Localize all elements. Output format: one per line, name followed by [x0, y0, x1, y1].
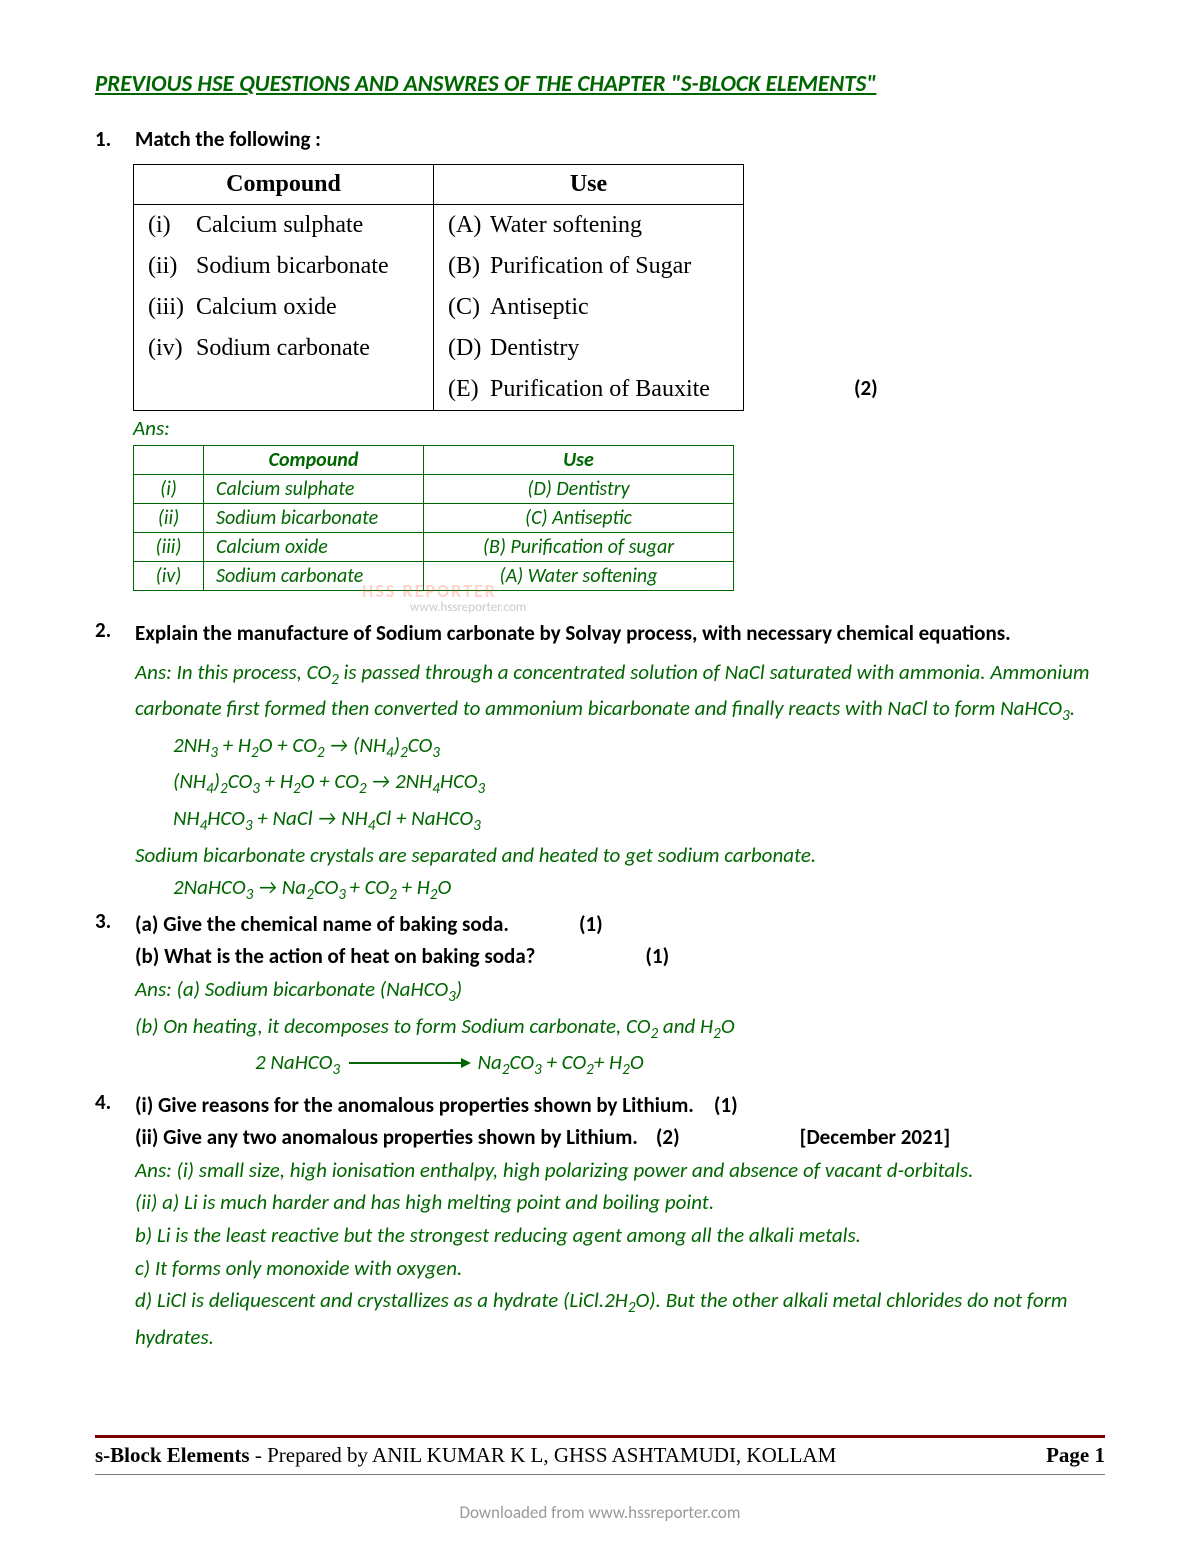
arrow-icon: [349, 1062, 469, 1064]
q1-r3-comp: Calcium oxide: [196, 294, 337, 320]
footer-left-bold: s-Block Elements: [95, 1443, 250, 1467]
q3-ans-a: Ans: (a) Sodium bicarbonate (NaHCO3): [135, 973, 1105, 1010]
q1-r4-letter: (D): [448, 335, 490, 362]
q4-i-marks: (1): [714, 1092, 738, 1118]
page-title: PREVIOUS HSE QUESTIONS AND ANSWRES OF TH…: [95, 70, 1105, 98]
q1-r3-rn: (iii): [148, 294, 196, 321]
q1-r2-rn: (ii): [148, 253, 196, 280]
q4-ii: (ii) Give any two anomalous properties s…: [135, 1124, 638, 1150]
table-row: (ii)Sodium bicarbonate (B)Purification of…: [134, 246, 744, 287]
q2-text: Explain the manufacture of Sodium carbon…: [135, 617, 1105, 650]
question-2: 2. Explain the manufacture of Sodium car…: [95, 617, 1105, 650]
q4-ans-iic: c) It forms only monoxide with oxygen.: [135, 1252, 1105, 1285]
q4-number: 4.: [95, 1089, 135, 1353]
q1a-r4-rn: (iv): [134, 562, 204, 591]
q2-number: 2.: [95, 617, 135, 650]
q1-ans-label: Ans:: [133, 415, 1105, 441]
q3-number: 3.: [95, 908, 135, 1083]
q3-ans-b: (b) On heating, it decomposes to form So…: [135, 1010, 1105, 1047]
q1a-r3-comp: Calcium oxide: [204, 533, 424, 562]
footer: s-Block Elements - Prepared by ANIL KUMA…: [95, 1443, 1105, 1468]
footer-left-rest: - Prepared by ANIL KUMAR K L, GHSS ASHTA…: [250, 1443, 837, 1467]
q1-r2-letter: (B): [448, 253, 490, 280]
q1a-r1-use: (D) Dentistry: [424, 475, 734, 504]
q4-ans-iia: (ii) a) Li is much harder and has high m…: [135, 1186, 1105, 1219]
q2-ans-p2: Sodium bicarbonate crystals are separate…: [135, 839, 1105, 872]
table-row: (i)Calcium sulphate (A)Water softening: [134, 205, 744, 247]
q1-r4-use: Dentistry: [490, 335, 579, 361]
q1-head-compound: Compound: [134, 165, 434, 205]
q1-r3-use: Antiseptic: [490, 294, 589, 320]
q1a-r2-use: (C) Antiseptic: [424, 504, 734, 533]
table-row: (i)Calcium sulphate(D) Dentistry: [134, 475, 734, 504]
q1-r1-use: Water softening: [490, 212, 642, 238]
table-row: (iv)Sodium carbonate (D)Dentistry: [134, 328, 744, 369]
table-row: (iii)Calcium oxide(B) Purification of su…: [134, 533, 734, 562]
q1-r1-letter: (A): [448, 212, 490, 239]
table-row: (E)Purification of Bauxite: [134, 369, 744, 411]
q1-marks: (2): [854, 375, 878, 413]
q1-match-table: Compound Use (i)Calcium sulphate (A)Water…: [133, 164, 744, 411]
question-3: 3. (a) Give the chemical name of baking …: [95, 908, 1105, 1083]
question-1: 1. Match the following :: [95, 126, 1105, 152]
table-row: (iii)Calcium oxide (C)Antiseptic: [134, 287, 744, 328]
footer-left: s-Block Elements - Prepared by ANIL KUMA…: [95, 1443, 836, 1468]
q3-b: (b) What is the action of heat on baking…: [135, 943, 535, 969]
q1a-r1-rn: (i): [134, 475, 204, 504]
watermark-text: HSS REPORTER: [362, 580, 497, 602]
q1-answer-table: CompoundUse (i)Calcium sulphate(D) Denti…: [133, 445, 734, 591]
q2-ans-p1c: .: [1070, 695, 1075, 721]
footer-rule-thin: [95, 1474, 1105, 1475]
q1-table-wrap: Compound Use (i)Calcium sulphate (A)Water…: [95, 158, 1105, 413]
q1a-r2-rn: (ii): [134, 504, 204, 533]
q1-r2-use: Purification of Sugar: [490, 253, 691, 279]
q4-i: (i) Give reasons for the anomalous prope…: [135, 1092, 694, 1118]
q4-ii-marks: (2): [656, 1124, 680, 1150]
footer-rule-red: [95, 1435, 1105, 1438]
q1a-r2-comp: Sodium bicarbonate: [204, 504, 424, 533]
q2-eq3: NH4HCO3 + NaCl → NH4Cl + NaHCO3: [173, 802, 1105, 839]
q1a-r3-rn: (iii): [134, 533, 204, 562]
q3-eq: 2 NaHCO3 Na2CO3 + CO2+ H2O: [255, 1046, 1105, 1083]
footer-page: Page 1: [1046, 1443, 1105, 1468]
table-row: (ii)Sodium bicarbonate(C) Antiseptic: [134, 504, 734, 533]
q1-r5-letter: (E): [448, 376, 490, 403]
question-4: 4. (i) Give reasons for the anomalous pr…: [95, 1089, 1105, 1353]
q4-exam: [December 2021]: [800, 1124, 951, 1150]
q3-a-marks: (1): [579, 911, 603, 937]
q1-number: 1.: [95, 126, 135, 152]
download-note: Downloaded from www.hssreporter.com: [0, 1502, 1200, 1523]
q1a-head-use: Use: [424, 446, 734, 475]
q1-head-use: Use: [434, 165, 744, 205]
q1a-r3-use: (B) Purification of sugar: [424, 533, 734, 562]
q2-answer: Ans: In this process, CO2 is passed thro…: [135, 656, 1105, 729]
q1-r3-letter: (C): [448, 294, 490, 321]
q2-eq2: (NH4)2CO3 + H2O + CO2 → 2NH4HCO3: [173, 765, 1105, 802]
q1a-r1-comp: Calcium sulphate: [204, 475, 424, 504]
q1-r2-comp: Sodium bicarbonate: [196, 253, 389, 279]
q4-ans-iib: b) Li is the least reactive but the stro…: [135, 1219, 1105, 1252]
q1a-head-comp: Compound: [204, 446, 424, 475]
q2-eq1: 2NH3 + H2O + CO2 → (NH4)2CO3: [173, 729, 1105, 766]
q2-ans-p1a: Ans: In this process, CO: [135, 659, 331, 685]
q2-eq4: 2NaHCO3 → Na2CO3 + CO2 + H2O: [173, 871, 1105, 908]
q1-r1-rn: (i): [148, 212, 196, 239]
q4-ans-iid: d) LiCl is deliquescent and crystallizes…: [135, 1284, 1105, 1353]
q1-r4-rn: (iv): [148, 335, 196, 362]
q1-text: Match the following :: [135, 126, 321, 152]
q1-r1-comp: Calcium sulphate: [196, 212, 363, 238]
q1-r4-comp: Sodium carbonate: [196, 335, 370, 361]
q1-r5-use: Purification of Bauxite: [490, 376, 710, 402]
q4-ans-i: Ans: (i) small size, high ionisation ent…: [135, 1154, 1105, 1187]
q3-a: (a) Give the chemical name of baking sod…: [135, 911, 509, 937]
q3-b-marks: (1): [645, 943, 669, 969]
watermark-url: www.hssreporter.com: [410, 600, 526, 615]
